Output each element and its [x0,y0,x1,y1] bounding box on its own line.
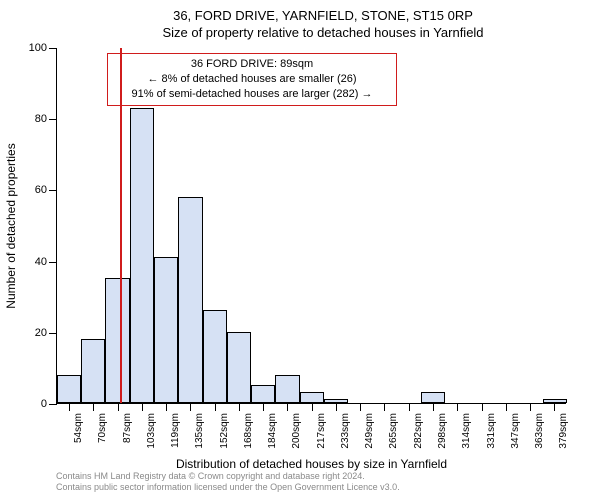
x-tick [457,403,458,411]
x-tick-label: 152sqm [219,413,230,449]
y-tick [49,119,57,120]
x-tick [93,403,94,411]
y-tick-label: 60 [35,184,47,196]
x-tick [166,403,167,411]
chart-title-main: 36, FORD DRIVE, YARNFIELD, STONE, ST15 0… [56,8,590,25]
x-tick-label: 363sqm [534,413,545,449]
info-box-line: ← 8% of detached houses are smaller (26) [114,72,390,87]
x-tick [384,403,385,411]
x-tick [530,403,531,411]
x-tick-label: 347sqm [510,413,521,449]
copyright-footer: Contains HM Land Registry data © Crown c… [56,471,400,494]
x-tick-label: 200sqm [291,413,302,449]
y-tick [49,404,57,405]
x-tick-label: 331sqm [486,413,497,449]
info-box-line: 36 FORD DRIVE: 89sqm [114,57,390,72]
x-tick [336,403,337,411]
histogram-bar [275,375,300,403]
y-tick-label: 100 [29,42,47,54]
x-tick [287,403,288,411]
y-tick-label: 0 [41,398,47,410]
x-tick-label: 70sqm [97,413,108,443]
x-tick-label: 314sqm [461,413,472,449]
x-tick [69,403,70,411]
histogram-bar [130,108,154,403]
footer-line-1: Contains HM Land Registry data © Crown c… [56,471,400,483]
y-tick [49,190,57,191]
histogram-bar [81,339,105,403]
x-tick [215,403,216,411]
histogram-bar [421,392,445,403]
histogram-bar [154,257,178,403]
info-box: 36 FORD DRIVE: 89sqm← 8% of detached hou… [107,53,397,106]
x-tick-label: 184sqm [267,413,278,449]
histogram-bar [300,392,324,403]
x-tick-label: 233sqm [340,413,351,449]
y-tick-label: 80 [35,113,47,125]
x-tick [263,403,264,411]
x-tick-label: 54sqm [73,413,84,443]
x-tick-label: 265sqm [388,413,399,449]
x-tick [239,403,240,411]
info-box-line: 91% of semi-detached houses are larger (… [114,87,390,102]
histogram-bar [251,385,275,403]
x-tick [360,403,361,411]
x-axis-title: Distribution of detached houses by size … [176,457,447,471]
x-tick [554,403,555,411]
x-tick-label: 379sqm [558,413,569,449]
plot-region: Number of detached properties Distributi… [56,48,566,404]
x-tick [409,403,410,411]
x-tick [482,403,483,411]
chart-title-sub: Size of property relative to detached ho… [56,25,590,42]
y-tick-label: 40 [35,256,47,268]
x-tick-label: 217sqm [316,413,327,449]
x-tick [190,403,191,411]
x-tick-label: 87sqm [122,413,133,443]
x-tick-label: 119sqm [170,413,181,448]
footer-line-2: Contains public sector information licen… [56,482,400,494]
y-tick [49,262,57,263]
x-tick [312,403,313,411]
x-tick-label: 103sqm [146,413,157,449]
x-tick-label: 135sqm [194,413,205,449]
histogram-bar [178,197,203,403]
x-tick-label: 282sqm [413,413,424,449]
x-tick [142,403,143,411]
histogram-bar [203,310,227,403]
y-tick [49,48,57,49]
x-tick [433,403,434,411]
plot-inner: Number of detached properties Distributi… [56,48,566,404]
histogram-bar [57,375,81,403]
y-tick-label: 20 [35,327,47,339]
x-tick-label: 168sqm [243,413,254,449]
x-tick [506,403,507,411]
histogram-bar [543,399,567,403]
x-tick [118,403,119,411]
x-tick-label: 298sqm [437,413,448,449]
y-tick [49,333,57,334]
y-axis-title: Number of detached properties [4,143,18,308]
histogram-bar [105,278,130,403]
histogram-bar [227,332,251,403]
x-tick-label: 249sqm [364,413,375,449]
